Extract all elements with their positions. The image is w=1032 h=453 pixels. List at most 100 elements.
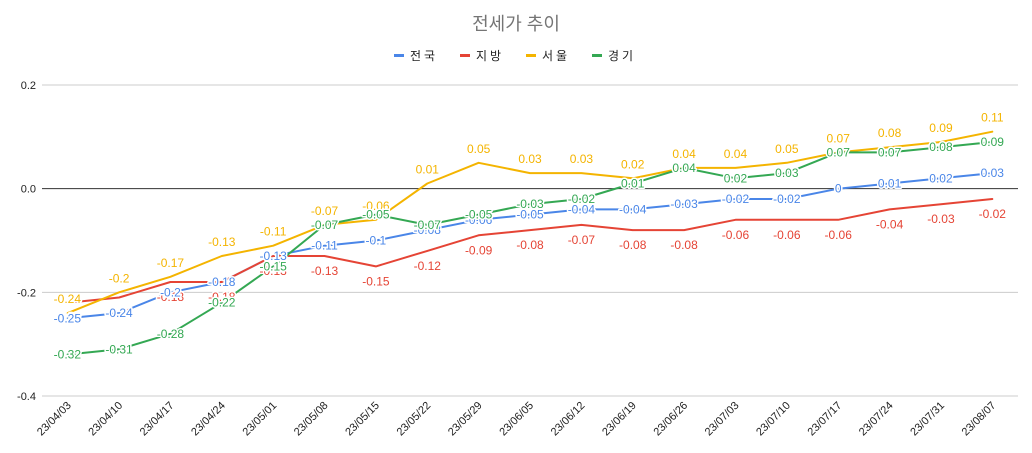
data-label: 0.02	[929, 171, 953, 185]
data-label: -0.06	[362, 199, 390, 213]
data-label: 0.09	[981, 135, 1005, 149]
legend-item[interactable]: 서울	[526, 49, 570, 63]
data-label: -0.17	[157, 256, 185, 270]
data-label: -0.32	[54, 348, 82, 362]
x-tick-label: 23/04/17	[138, 400, 177, 439]
data-label: 0.09	[929, 121, 953, 135]
legend-swatch	[526, 54, 536, 57]
data-label: -0.13	[208, 235, 236, 249]
legend: 전국 지방 서울 경기	[394, 49, 636, 63]
data-label: -0.07	[311, 218, 339, 232]
data-label: -0.08	[619, 238, 647, 252]
data-label: -0.24	[105, 306, 133, 320]
data-label: -0.21	[105, 306, 133, 320]
gridlines	[42, 84, 1018, 397]
x-tick-label: 23/05/01	[241, 400, 280, 439]
data-label: -0.08	[516, 238, 544, 252]
x-tick-label: 23/06/05	[497, 400, 536, 439]
data-label: -0.15	[259, 259, 287, 273]
legend-label: 지방	[476, 49, 504, 63]
data-label: -0.2	[109, 271, 130, 285]
data-label: -0.18	[208, 275, 236, 289]
x-tick-label: 23/07/03	[703, 400, 742, 439]
x-tick-label: 23/05/15	[343, 400, 382, 439]
legend-swatch	[460, 54, 470, 57]
x-tick-label: 23/04/03	[35, 400, 74, 439]
data-label: 0.04	[672, 147, 696, 161]
data-label: -0.31	[105, 342, 133, 356]
data-label: -0.03	[670, 197, 698, 211]
legend-label: 서울	[542, 49, 570, 63]
data-label: -0.03	[927, 212, 955, 226]
data-label: -0.06	[825, 228, 853, 242]
data-label: -0.05	[465, 208, 493, 222]
y-tick-label: 0.2	[21, 80, 36, 92]
legend-label: 전국	[410, 49, 438, 63]
data-label: 0	[835, 182, 842, 196]
series-line-3[interactable]	[66, 141, 994, 356]
data-label: -0.04	[876, 217, 904, 231]
x-tick-label: 23/07/31	[908, 400, 947, 439]
data-label: 0.11	[981, 111, 1004, 125]
data-label: -0.18	[208, 290, 236, 304]
data-label: -0.11	[311, 239, 338, 253]
data-label: -0.13	[259, 264, 287, 278]
chart-title: 전세가 추이	[472, 14, 560, 34]
data-label: -0.05	[362, 208, 390, 222]
data-label: -0.02	[568, 192, 596, 206]
data-label: 0.04	[672, 161, 696, 175]
data-label: 0.02	[724, 171, 748, 185]
data-label: -0.08	[414, 223, 442, 237]
data-label: 0.05	[467, 142, 491, 156]
data-label: -0.04	[568, 202, 596, 216]
legend-item[interactable]: 지방	[460, 49, 504, 63]
data-label: -0.06	[722, 228, 750, 242]
data-label: 0.03	[981, 166, 1005, 180]
data-label: 0.01	[878, 176, 902, 190]
legend-item[interactable]: 전국	[394, 49, 438, 63]
data-label: -0.08	[670, 238, 698, 252]
data-label: -0.06	[773, 228, 801, 242]
data-label: -0.05	[516, 208, 544, 222]
series-line-1[interactable]	[66, 198, 994, 304]
legend-item[interactable]: 경기	[592, 49, 636, 63]
data-label: -0.12	[414, 259, 442, 273]
data-label: 0.03	[518, 152, 542, 166]
x-tick-label: 23/07/24	[857, 400, 896, 439]
legend-label: 경기	[608, 49, 636, 63]
series-lines	[66, 130, 994, 356]
x-tick-label: 23/06/12	[549, 400, 588, 439]
y-tick-label: 0.0	[21, 184, 36, 196]
x-tick-label: 23/04/10	[86, 400, 125, 439]
data-label: -0.09	[465, 243, 493, 257]
x-tick-label: 23/05/08	[292, 400, 331, 439]
data-label: 0.07	[827, 131, 851, 145]
data-label: -0.03	[516, 197, 544, 211]
x-tick-label: 23/08/07	[960, 400, 999, 439]
y-axis: 0.2 0.0 -0.2 -0.4	[17, 80, 36, 403]
x-tick-label: 23/04/24	[189, 400, 228, 439]
data-label: -0.11	[260, 225, 287, 239]
x-tick-label: 23/06/19	[600, 400, 639, 439]
legend-swatch	[592, 54, 602, 57]
data-label: 0.03	[775, 166, 799, 180]
y-tick-label: -0.4	[17, 391, 36, 403]
legend-swatch	[394, 54, 404, 57]
data-label: -0.02	[773, 192, 801, 206]
x-tick-label: 23/06/26	[651, 400, 690, 439]
data-label: 0.07	[827, 145, 851, 159]
data-label: 0.01	[416, 162, 440, 176]
data-label: -0.22	[54, 311, 82, 325]
data-label: -0.06	[465, 213, 493, 227]
data-label: -0.07	[311, 204, 339, 218]
data-label: -0.13	[311, 264, 339, 278]
data-labels: -0.22 -0.21-0.18 -0.18-0.13 -0.13-0.15-0.12…	[52, 109, 1008, 363]
data-label: -0.02	[722, 192, 750, 206]
x-axis: 23/04/03 23/04/10 23/04/17 23/04/24 23/05/01…	[35, 400, 998, 439]
data-label: -0.18	[157, 290, 185, 304]
x-tick-label: 23/05/22	[395, 400, 434, 439]
data-label: -0.22	[208, 296, 236, 310]
x-tick-label: 23/05/29	[446, 400, 485, 439]
data-label: 0.08	[878, 126, 902, 140]
